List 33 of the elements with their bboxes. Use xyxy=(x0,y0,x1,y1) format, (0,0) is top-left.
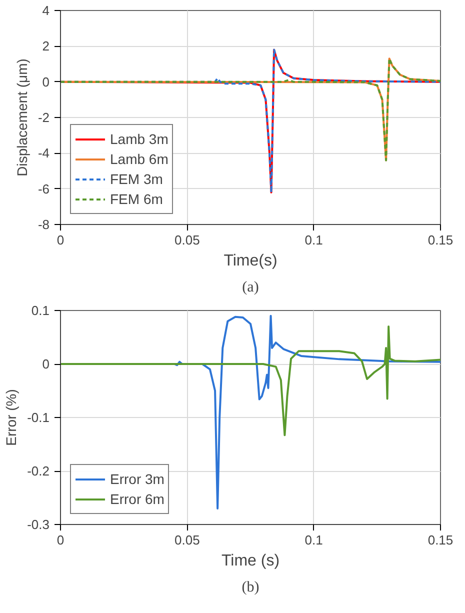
x-tick-label: 0.1 xyxy=(304,232,323,248)
y-axis-title: Displacement (μm) xyxy=(14,58,30,176)
legend-label: Lamb 3m xyxy=(110,131,168,147)
x-tick-label: 0.15 xyxy=(428,232,454,248)
x-tick-label: 0 xyxy=(56,532,64,548)
text: (b) xyxy=(242,580,260,596)
x-tick-label: 0.15 xyxy=(428,532,454,548)
y-tick-label: -0.2 xyxy=(27,464,50,478)
x-axis-title: Time (s) xyxy=(221,552,280,570)
y-tick-label: -2 xyxy=(38,110,50,125)
legend-label: Lamb 6m xyxy=(110,151,168,167)
y-tick-label: 0.1 xyxy=(31,303,50,318)
x-axis-title: Time(s) xyxy=(224,252,278,270)
line-series xyxy=(60,326,440,436)
y-tick-label: -8 xyxy=(38,217,50,232)
y-tick-label: -0.3 xyxy=(27,517,50,532)
y-tick-label: -6 xyxy=(38,181,50,196)
x-tick-label: 0.05 xyxy=(174,532,200,548)
text: (a) xyxy=(242,280,259,296)
y-axis-title: Error (%) xyxy=(3,389,20,446)
legend-label: FEM 6m xyxy=(110,191,163,207)
y-tick-label: 4 xyxy=(42,3,50,18)
x-tick-label: 0.05 xyxy=(174,232,200,248)
y-tick-label: -4 xyxy=(38,146,50,161)
y-tick-label: 0 xyxy=(42,74,50,90)
legend-label: FEM 3m xyxy=(110,171,163,187)
x-tick-label: 0.1 xyxy=(304,532,323,548)
legend-label: Error 6m xyxy=(110,491,164,507)
legend-label: Error 3m xyxy=(110,471,164,487)
y-tick-label: 2 xyxy=(42,38,50,54)
y-tick-label: -0.1 xyxy=(27,410,50,425)
y-tick-label: 0 xyxy=(42,356,50,372)
x-tick-label: 0 xyxy=(56,232,64,248)
